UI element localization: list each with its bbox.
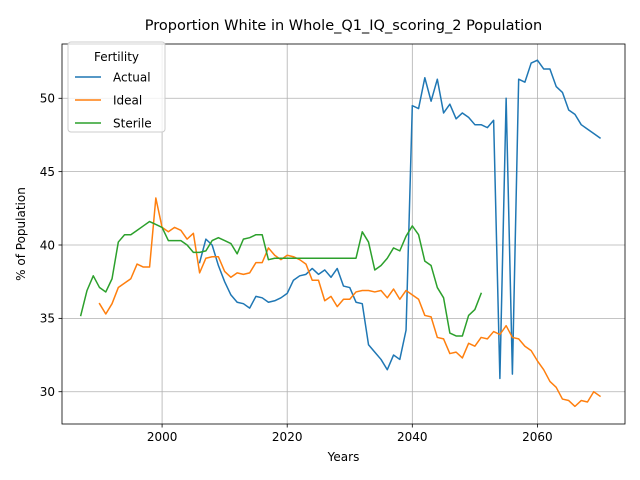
x-tick-label: 2040 [397,430,428,444]
y-axis-label: % of Population [14,187,28,281]
x-tick-label: 2000 [147,430,178,444]
series-line-ideal [98,197,602,408]
y-tick-label: 50 [40,92,55,106]
x-axis-label: Years [327,450,360,464]
legend-label-actual: Actual [113,70,151,84]
y-tick-label: 30 [40,385,55,399]
legend: Fertility Actual Ideal Sterile [67,41,166,133]
y-tick-label: 45 [40,165,55,179]
series-line-sterile [79,220,483,337]
y-tick-label: 40 [40,238,55,252]
y-tick-label: 35 [40,312,55,326]
x-tick-label: 2060 [522,430,553,444]
legend-label-sterile: Sterile [113,116,152,130]
legend-title: Fertility [94,50,139,64]
series-line-actual [198,59,602,380]
x-tick-label: 2020 [272,430,303,444]
axis-ticks: 2000 2020 2040 2060 30 35 40 45 50 [40,92,553,444]
chart-title: Proportion White in Whole_Q1_IQ_scoring_… [145,18,543,34]
legend-label-ideal: Ideal [113,93,142,107]
axes-frame [61,43,626,425]
data-series [79,59,602,408]
legend-box [67,41,166,133]
legend-entries: Actual Ideal Sterile [75,70,152,130]
